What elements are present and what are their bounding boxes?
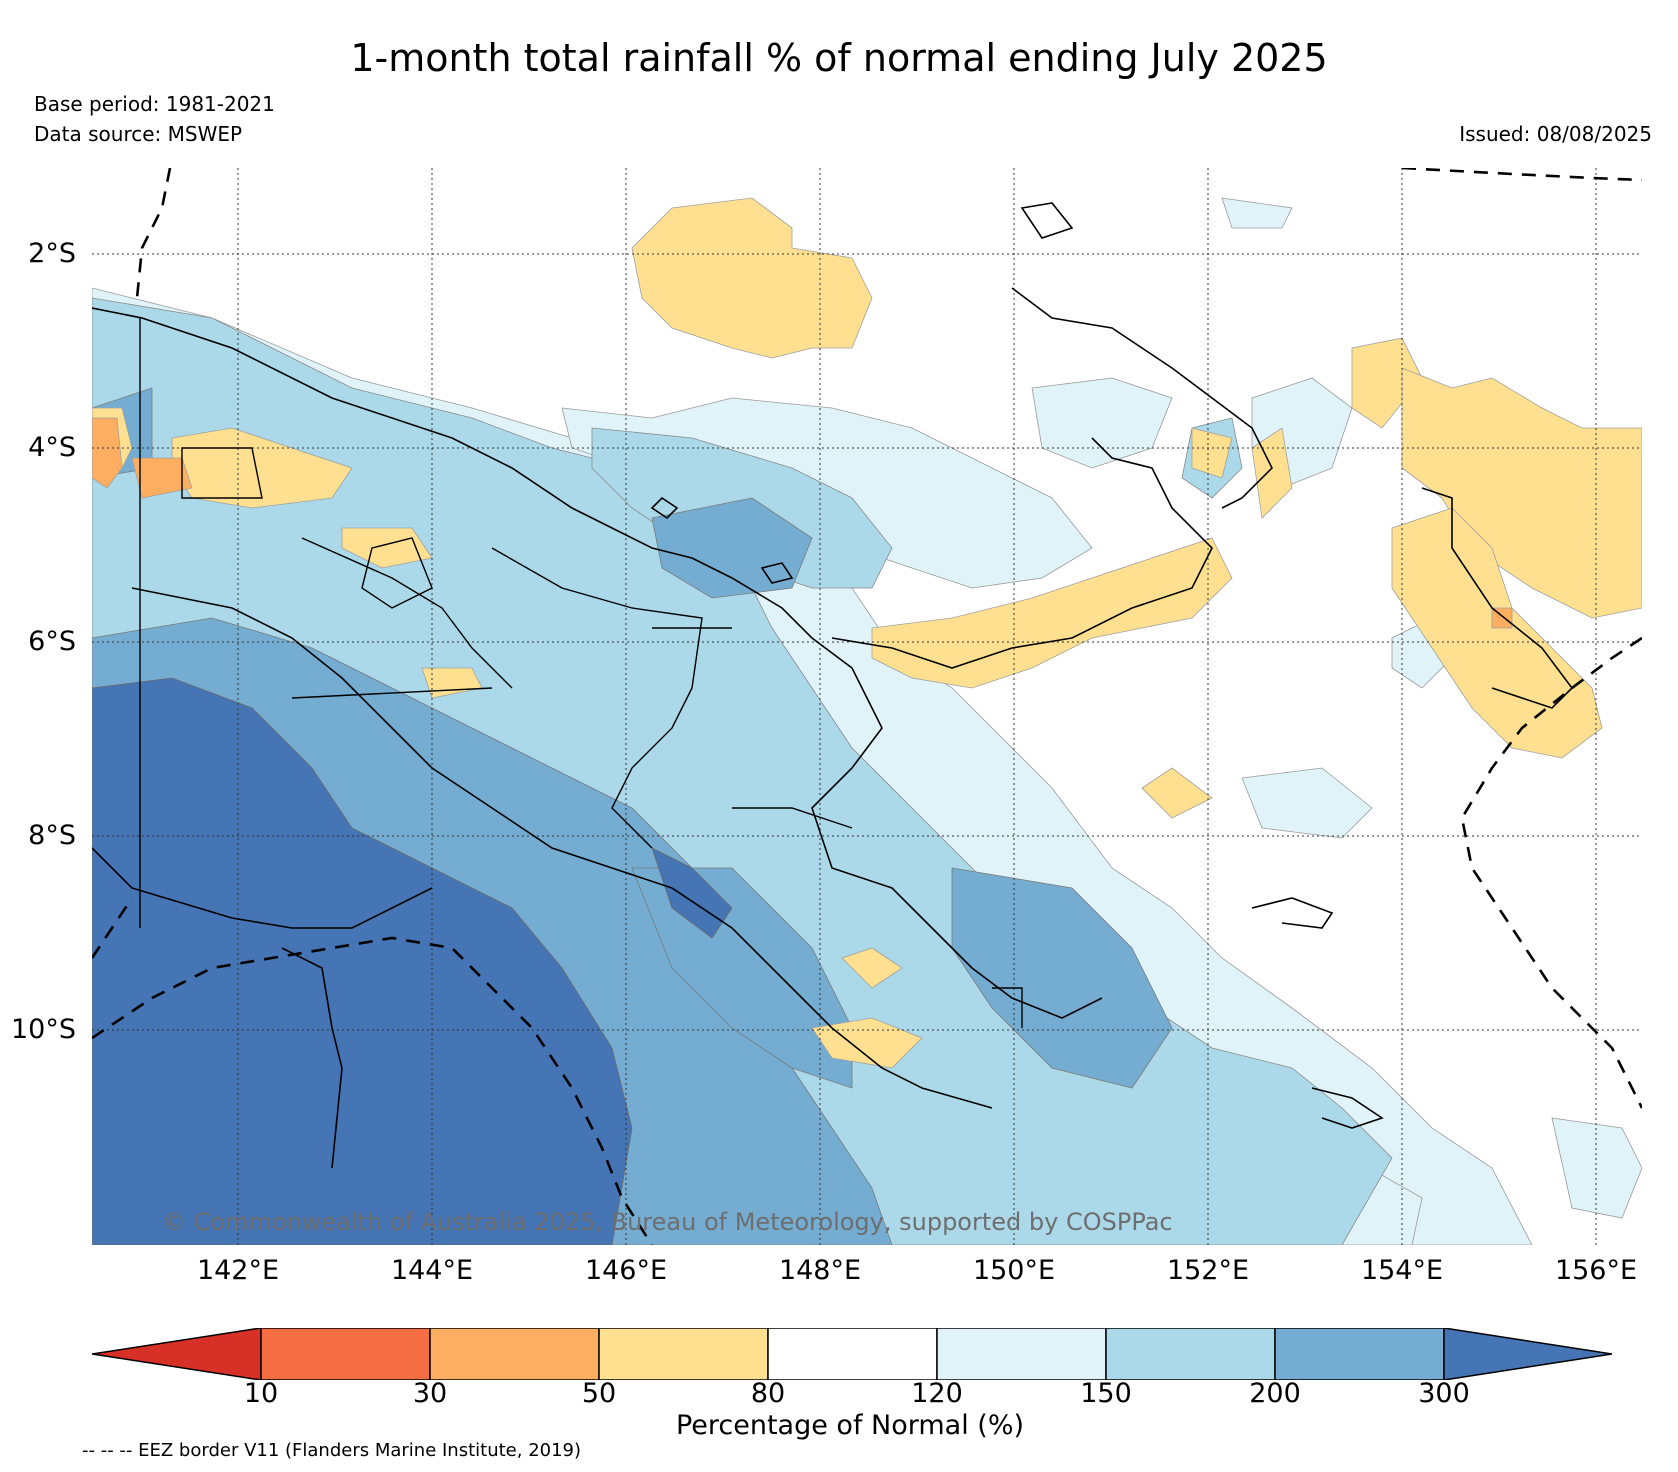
lon-label-148e: 148°E [778, 1255, 862, 1286]
lon-label-154e: 154°E [1360, 1255, 1444, 1286]
colorbar-tick: 10 [243, 1378, 279, 1409]
map-title: 1-month total rainfall % of normal endin… [350, 36, 1328, 80]
band-30-50 [92, 417, 1513, 629]
colorbar-tick: 150 [1080, 1378, 1132, 1409]
colorbar [92, 1328, 1612, 1380]
issued-date-text: Issued: 08/08/2025 [1459, 122, 1652, 146]
base-period-text: Base period: 1981-2021 [34, 92, 275, 116]
colorbar-tick: 80 [750, 1378, 786, 1409]
colorbar-extend-low [92, 1328, 262, 1380]
lat-label-4s: 4°S [28, 432, 76, 463]
lon-label-156e: 156°E [1554, 1255, 1638, 1286]
lon-label-146e: 146°E [584, 1255, 668, 1286]
lat-label-10s: 10°S [11, 1014, 76, 1045]
colorbar-tick: 300 [1418, 1378, 1470, 1409]
colorbar-label: Percentage of Normal (%) [675, 1410, 1025, 1441]
colorbar-tick: 50 [581, 1378, 617, 1409]
colorbar-swatch [598, 1328, 769, 1380]
colorbar-tick: 120 [911, 1378, 963, 1409]
lon-label-150e: 150°E [972, 1255, 1056, 1286]
rainfall-map-svg [92, 168, 1642, 1245]
eez-footnote: -- -- -- EEZ border V11 (Flanders Marine… [82, 1440, 582, 1461]
lon-label-144e: 144°E [390, 1255, 474, 1286]
colorbar-swatch [260, 1328, 431, 1380]
eez-border [92, 168, 1642, 1245]
data-source-text: Data source: MSWEP [34, 122, 243, 146]
coastlines [92, 202, 1574, 1169]
borders [139, 318, 1023, 1028]
rainfall-map [92, 168, 1642, 1245]
lat-label-8s: 8°S [28, 820, 76, 851]
lat-label-2s: 2°S [28, 238, 76, 269]
colorbar-extend-high [1443, 1328, 1612, 1380]
lat-label-6s: 6°S [28, 626, 76, 657]
colorbar-tick: 200 [1249, 1378, 1301, 1409]
colorbar-tick: 30 [412, 1378, 448, 1409]
lon-label-152e: 152°E [1166, 1255, 1250, 1286]
colorbar-swatch [429, 1328, 600, 1380]
colorbar-swatch [1105, 1328, 1276, 1380]
gridlines [92, 168, 1642, 1245]
lon-label-142e: 142°E [196, 1255, 280, 1286]
colorbar-swatch [1274, 1328, 1445, 1380]
copyright-text: © Commonwealth of Australia 2025, Bureau… [162, 1208, 1173, 1236]
colorbar-swatch [767, 1328, 938, 1380]
colorbar-swatch [936, 1328, 1107, 1380]
